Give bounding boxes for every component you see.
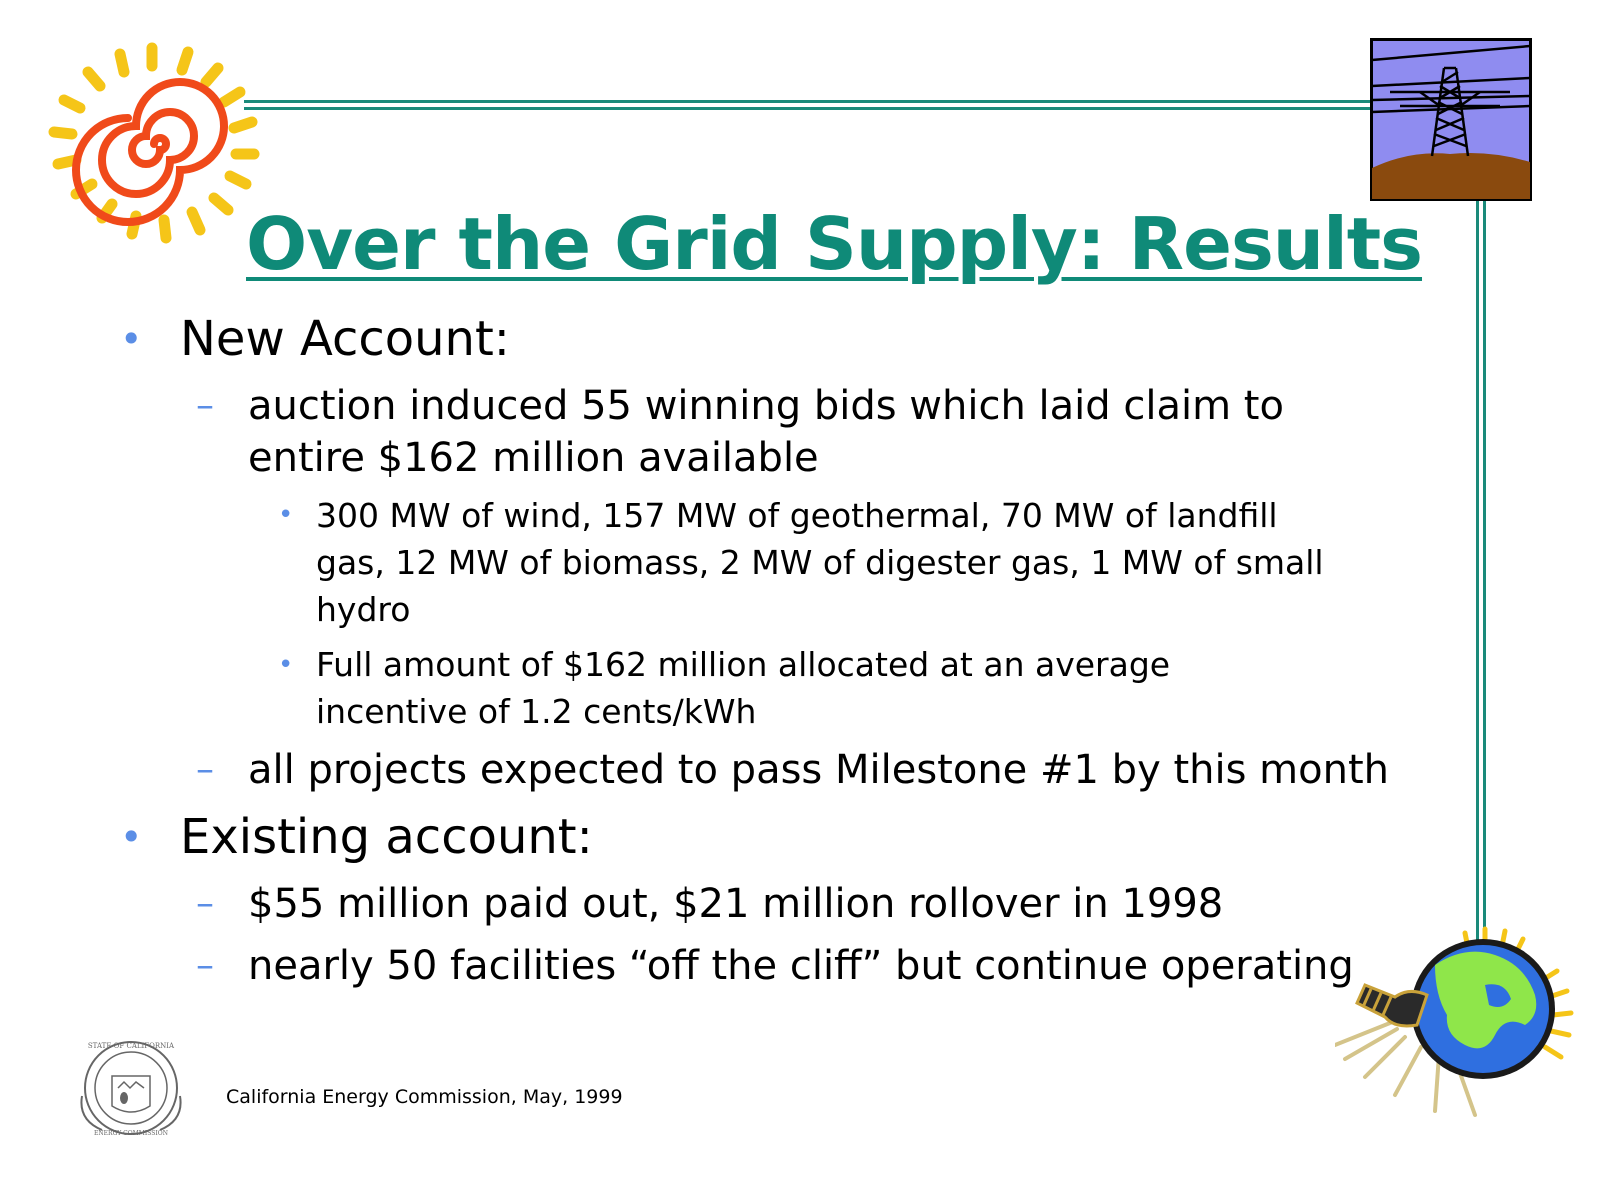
sun-icon <box>48 42 260 244</box>
sub-auction-line-2: entire $162 million available <box>248 435 819 481</box>
seal-text-bottom: ENERGY COMMISSION <box>94 1130 168 1137</box>
dash-marker: – <box>196 883 214 924</box>
bullet-new-account: New Account: <box>180 311 510 367</box>
frame-line-top-2 <box>244 107 1379 110</box>
seal-text: STATE OF CALIFORNIA <box>88 1042 175 1050</box>
bullet-marker: • <box>120 317 143 361</box>
subsub-capacity-line-1: 300 MW of wind, 157 MW of geothermal, 70… <box>316 496 1278 535</box>
subsub-capacity-line-3: hydro <box>316 590 411 629</box>
slide-title: Over the Grid Supply: Results <box>246 202 1423 286</box>
sub-milestone: all projects expected to pass Milestone … <box>248 747 1389 793</box>
frame-line-right-1 <box>1476 198 1479 958</box>
frame-line-right-2 <box>1483 198 1486 958</box>
state-seal-icon: STATE OF CALIFORNIA ENERGY COMMISSION <box>80 1041 182 1137</box>
sub-off-the-cliff: nearly 50 facilities “off the cliff” but… <box>248 943 1354 989</box>
bullet-marker: • <box>120 815 143 859</box>
dash-marker: – <box>196 945 214 986</box>
bullet-marker-small: • <box>278 650 294 680</box>
subsub-capacity-line-2: gas, 12 MW of biomass, 2 MW of digester … <box>316 543 1324 582</box>
dash-marker: – <box>196 385 214 426</box>
sub-paid-out: $55 million paid out, $21 million rollov… <box>248 881 1224 927</box>
subsub-allocation-line-1: Full amount of $162 million allocated at… <box>316 645 1171 684</box>
dash-marker: – <box>196 749 214 790</box>
sub-auction-line-1: auction induced 55 winning bids which la… <box>248 383 1284 429</box>
footer-credit: California Energy Commission, May, 1999 <box>226 1086 623 1108</box>
bullet-marker-small: • <box>278 500 294 530</box>
power-tower-icon <box>1370 38 1532 201</box>
subsub-allocation-line-2: incentive of 1.2 cents/kWh <box>316 692 757 731</box>
bullet-existing-account: Existing account: <box>180 809 593 865</box>
frame-line-top-1 <box>244 100 1379 103</box>
earth-lightbulb-icon <box>1335 926 1574 1117</box>
